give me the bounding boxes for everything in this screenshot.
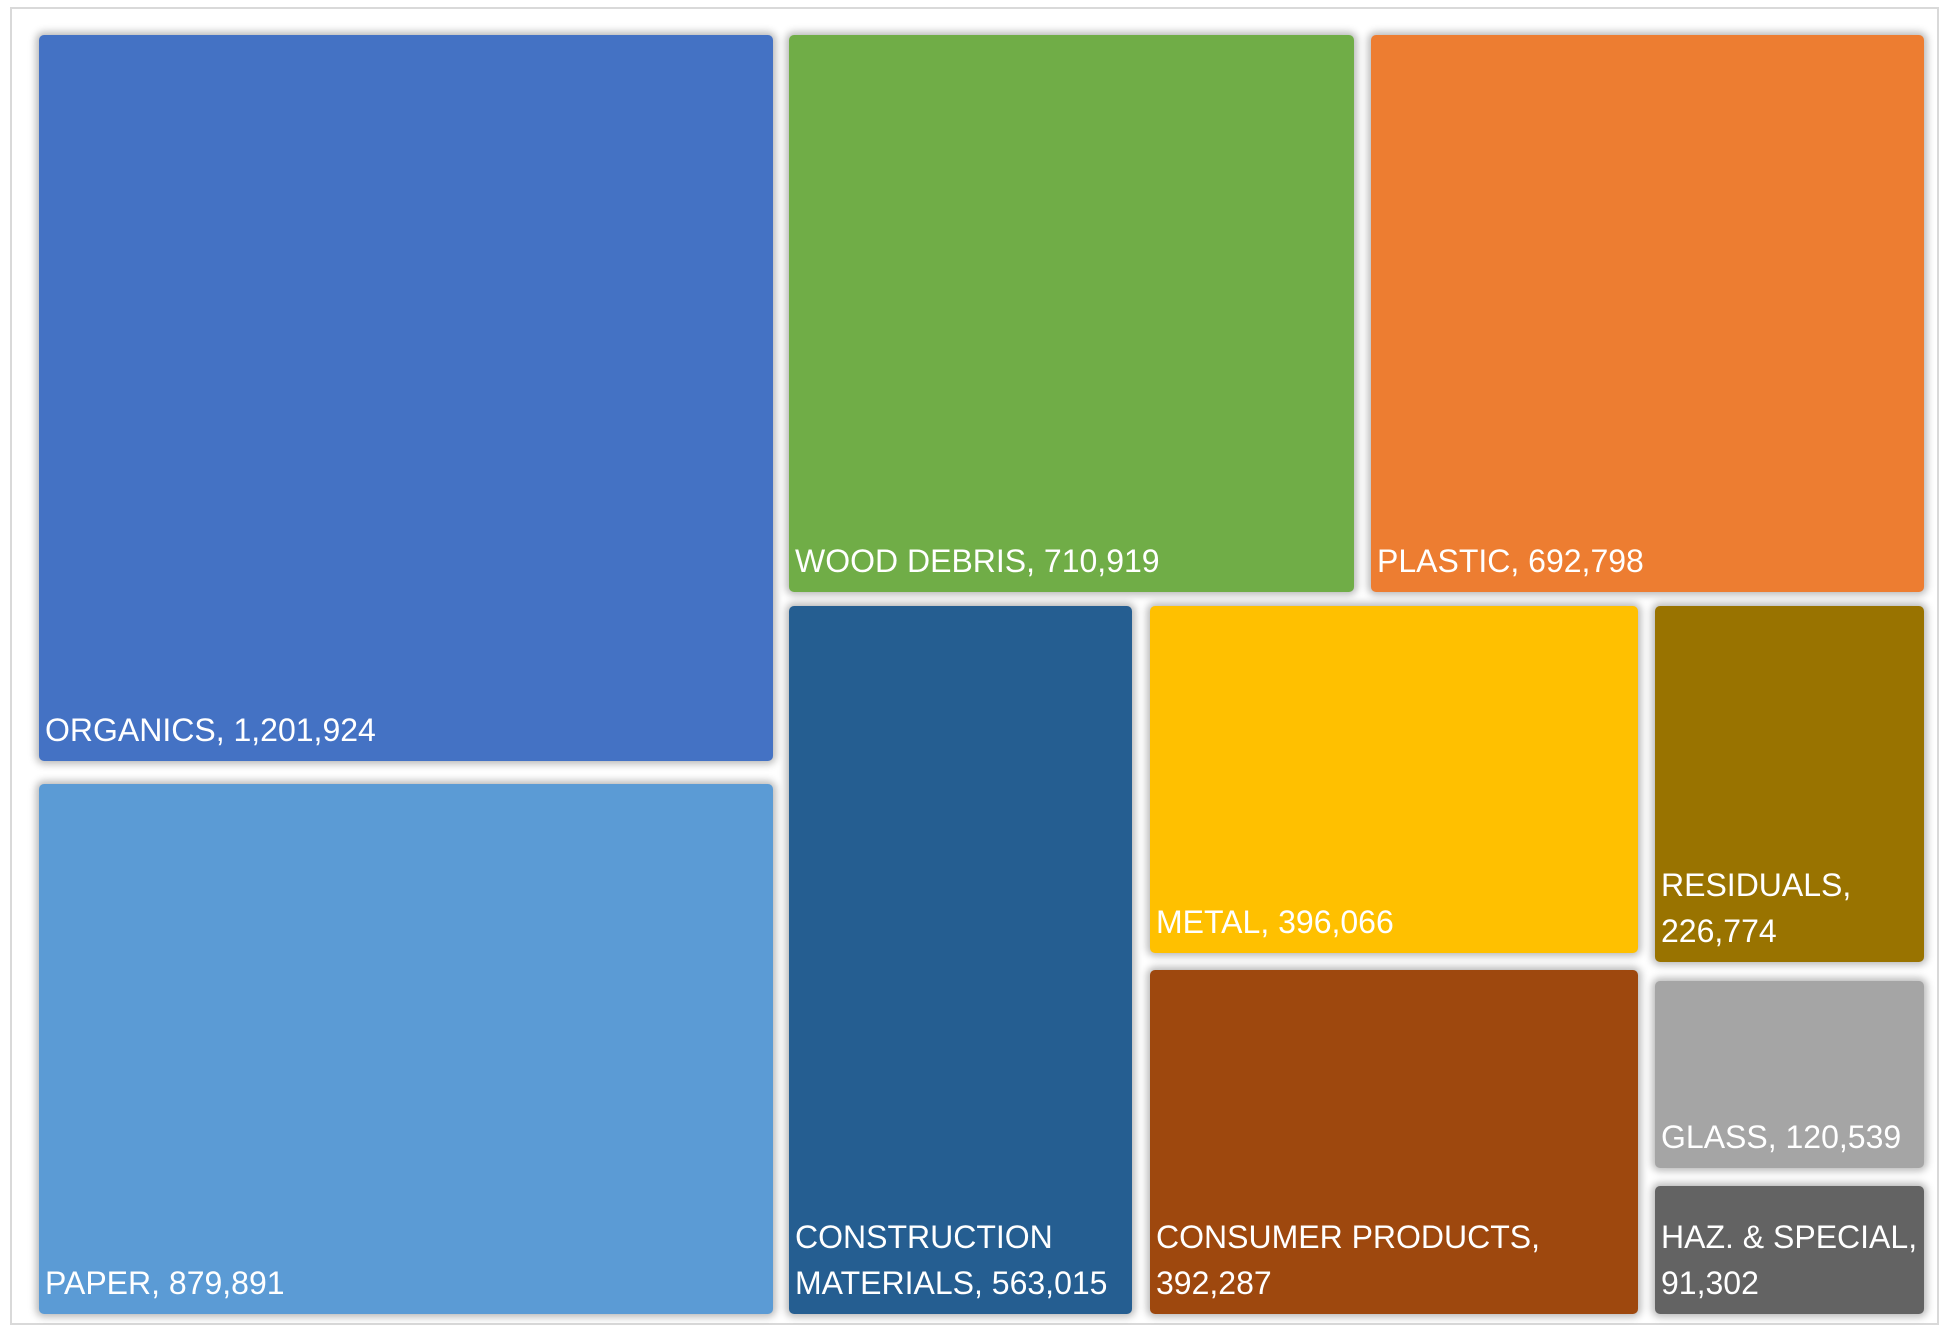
tile-label-organics: ORGANICS, 1,201,924 [45,712,376,748]
treemap-tile-metal: METAL, 396,066 [1150,606,1638,953]
treemap-tile-haz-special: HAZ. & SPECIAL, 91,302 [1655,1186,1924,1314]
treemap-tile-wood-debris: WOOD DEBRIS, 710,919 [789,35,1354,592]
treemap-tile-consumer-products: CONSUMER PRODUCTS, 392,287 [1150,970,1638,1314]
tile-label-construction-materials: CONSTRUCTION MATERIALS, 563,015 [795,1219,1108,1301]
tile-label-haz-special: HAZ. & SPECIAL, 91,302 [1661,1219,1918,1301]
chart-frame: ORGANICS, 1,201,924 PAPER, 879,891 WOOD … [10,7,1939,1325]
tile-label-paper: PAPER, 879,891 [45,1265,285,1301]
treemap-tile-construction-materials: CONSTRUCTION MATERIALS, 563,015 [789,606,1132,1314]
treemap-tile-plastic: PLASTIC, 692,798 [1371,35,1924,592]
tile-label-consumer-products: CONSUMER PRODUCTS, 392,287 [1156,1219,1541,1301]
tile-label-metal: METAL, 396,066 [1156,904,1394,940]
tile-label-wood-debris: WOOD DEBRIS, 710,919 [795,543,1160,579]
treemap-tile-residuals: RESIDUALS, 226,774 [1655,606,1924,962]
treemap-tile-paper: PAPER, 879,891 [39,784,773,1314]
tile-label-residuals: RESIDUALS, 226,774 [1661,867,1852,949]
treemap-tile-glass: GLASS, 120,539 [1655,981,1924,1168]
treemap-tile-organics: ORGANICS, 1,201,924 [39,35,773,761]
tile-label-glass: GLASS, 120,539 [1661,1119,1902,1155]
tile-label-plastic: PLASTIC, 692,798 [1377,543,1644,579]
